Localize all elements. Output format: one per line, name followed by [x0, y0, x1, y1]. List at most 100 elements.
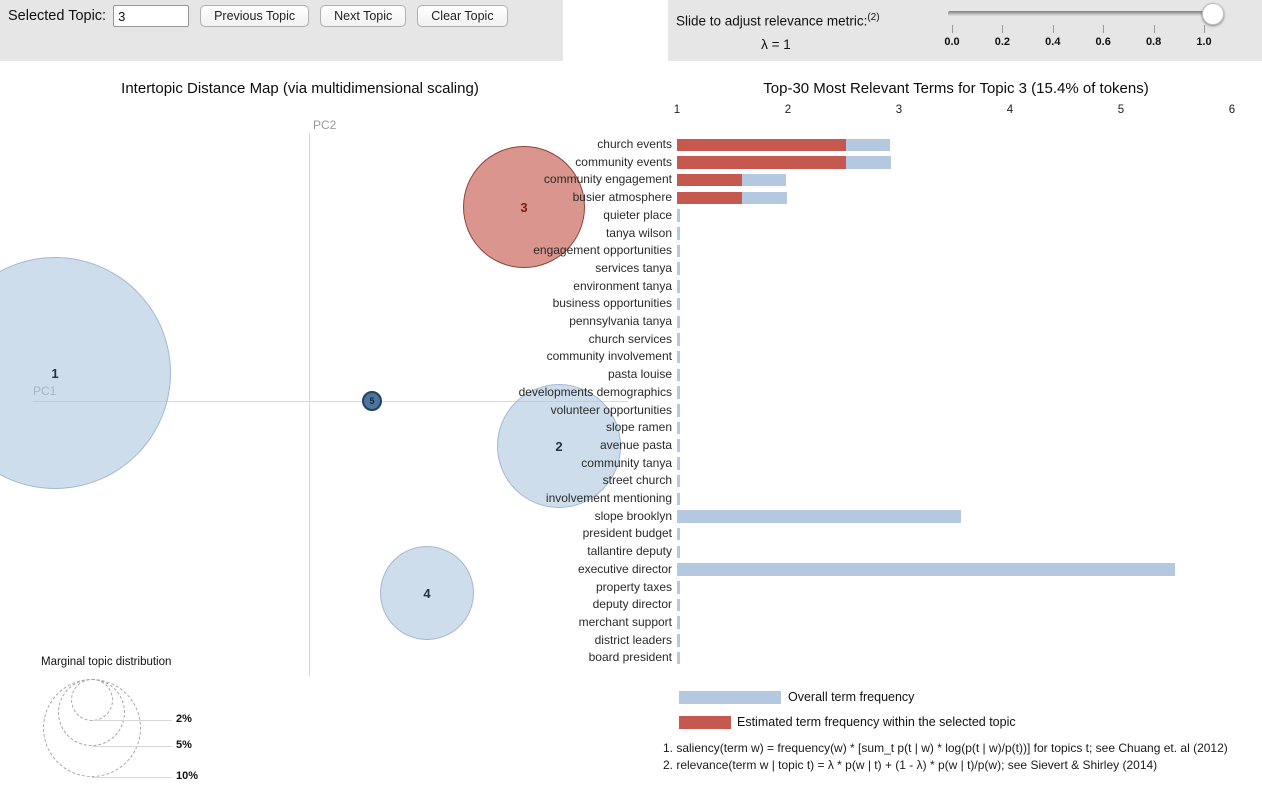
axis-tick-label: 6 [1228, 104, 1236, 116]
topic-bubble-5[interactable]: 5 [362, 391, 382, 411]
overall-frequency-bar[interactable] [677, 492, 681, 505]
term-row[interactable]: slope ramen [0, 419, 1262, 437]
term-row[interactable]: pennsylvania tanya [0, 313, 1262, 331]
term-row[interactable]: business opportunities [0, 295, 1262, 313]
term-row[interactable]: volunteer opportunities [0, 402, 1262, 420]
overall-frequency-bar[interactable] [677, 651, 681, 665]
selected-topic-input[interactable] [113, 5, 190, 27]
previous-topic-button[interactable]: Previous Topic [200, 5, 310, 27]
term-row[interactable]: community engagement [0, 171, 1262, 189]
overall-frequency-bar[interactable] [677, 350, 681, 364]
overall-frequency-bar[interactable] [677, 616, 681, 629]
topic-bubble-3[interactable]: 3 [463, 146, 585, 268]
term-row[interactable]: community involvement [0, 348, 1262, 366]
overall-frequency-bar[interactable] [677, 280, 681, 293]
term-row[interactable]: executive director [0, 561, 1262, 579]
term-label: engagement opportunities [533, 243, 672, 258]
lambda-slider-thumb[interactable] [1202, 3, 1224, 25]
overall-frequency-bar[interactable] [677, 545, 681, 559]
slider-tickmark [952, 25, 953, 33]
lambda-value-label: λ = 1 [761, 37, 791, 52]
term-row[interactable]: environment tanya [0, 278, 1262, 296]
term-row[interactable]: quieter place [0, 207, 1262, 225]
slider-tickmark [1153, 25, 1155, 33]
term-row[interactable]: avenue pasta [0, 437, 1262, 455]
term-label: slope brooklyn [594, 508, 672, 523]
marginal-distribution-title: Marginal topic distribution [41, 656, 172, 668]
overall-frequency-bar[interactable] [677, 527, 681, 541]
term-row[interactable]: church events [0, 136, 1262, 154]
topic-frequency-bar[interactable] [677, 173, 743, 187]
term-row[interactable]: property taxes [0, 579, 1262, 597]
marginal-line-10pct [92, 777, 172, 778]
term-row[interactable]: developments demographics [0, 384, 1262, 402]
overall-frequency-bar[interactable] [677, 368, 681, 382]
slider-label: Slide to adjust relevance metric:(2) [676, 12, 880, 29]
overall-frequency-bar[interactable] [677, 510, 962, 523]
topic-frequency-bar[interactable] [677, 156, 846, 169]
term-row[interactable]: tallantire deputy [0, 543, 1262, 561]
next-topic-button[interactable]: Next Topic [320, 5, 407, 27]
term-row[interactable]: president budget [0, 525, 1262, 543]
term-label: community involvement [546, 349, 672, 364]
overall-frequency-bar[interactable] [677, 598, 681, 612]
overall-frequency-bar[interactable] [677, 262, 681, 275]
topic-bubble-4[interactable]: 4 [380, 546, 474, 640]
term-label: president budget [582, 526, 672, 541]
axis-tick-label: 3 [895, 104, 903, 116]
term-row[interactable]: board president [0, 649, 1262, 667]
topic-frequency-bar[interactable] [677, 191, 743, 205]
clear-topic-button[interactable]: Clear Topic [417, 5, 508, 27]
overall-frequency-bar[interactable] [677, 227, 681, 240]
topic-frequency-bar[interactable] [677, 138, 846, 151]
term-label: busier atmosphere [572, 190, 672, 205]
overall-frequency-bar[interactable] [677, 244, 681, 258]
term-row[interactable]: pasta louise [0, 366, 1262, 384]
overall-frequency-bar[interactable] [677, 421, 681, 435]
term-label: services tanya [595, 260, 672, 275]
term-row[interactable]: district leaders [0, 632, 1262, 650]
term-row[interactable]: engagement opportunities [0, 242, 1262, 260]
term-label: involvement mentioning [545, 491, 672, 505]
topic-bubble-2[interactable]: 2 [497, 384, 621, 508]
term-row[interactable]: deputy director [0, 596, 1262, 614]
slider-tickmark [1103, 25, 1105, 33]
term-label: street church [602, 473, 672, 488]
overall-frequency-bar[interactable] [677, 315, 681, 328]
term-label: deputy director [592, 597, 672, 612]
overall-frequency-bar[interactable] [677, 404, 681, 417]
overall-frequency-bar[interactable] [677, 581, 681, 594]
slider-tick-label: 0.6 [1095, 36, 1111, 48]
term-row[interactable]: community events [0, 154, 1262, 172]
overall-frequency-bar[interactable] [677, 634, 681, 647]
overall-frequency-bar[interactable] [677, 209, 681, 222]
term-row[interactable]: slope brooklyn [0, 508, 1262, 526]
footnote-saliency: 1. saliency(term w) = frequency(w) * [su… [663, 741, 1228, 755]
term-row[interactable]: busier atmosphere [0, 189, 1262, 207]
slider-tick-label: 1.0 [1196, 36, 1212, 48]
overall-frequency-bar[interactable] [677, 439, 681, 452]
overall-frequency-bar[interactable] [677, 457, 681, 470]
overall-frequency-bar[interactable] [677, 386, 681, 399]
slider-tick-label: 0.8 [1145, 36, 1162, 48]
lambda-slider-track[interactable] [948, 11, 1214, 16]
term-row[interactable]: services tanya [0, 260, 1262, 278]
term-label: business opportunities [552, 296, 672, 311]
term-row[interactable]: merchant support [0, 614, 1262, 632]
term-label: property taxes [595, 579, 672, 594]
legend-swatch-overall-frequency [679, 691, 781, 704]
marginal-line-2pct [92, 720, 172, 721]
marginal-label-5pct: 5% [176, 739, 192, 751]
term-label: executive director [577, 561, 672, 576]
relevance-slider-panel [668, 0, 1262, 61]
term-row[interactable]: involvement mentioning [0, 490, 1262, 508]
overall-frequency-bar[interactable] [677, 333, 681, 346]
term-row[interactable]: street church [0, 472, 1262, 490]
overall-frequency-bar[interactable] [677, 474, 681, 488]
term-row[interactable]: tanya wilson [0, 225, 1262, 243]
overall-frequency-bar[interactable] [677, 563, 1176, 576]
overall-frequency-bar[interactable] [677, 297, 681, 311]
axis-tick-label: 1 [673, 104, 681, 116]
term-row[interactable]: church services [0, 331, 1262, 349]
term-row[interactable]: community tanya [0, 455, 1262, 473]
